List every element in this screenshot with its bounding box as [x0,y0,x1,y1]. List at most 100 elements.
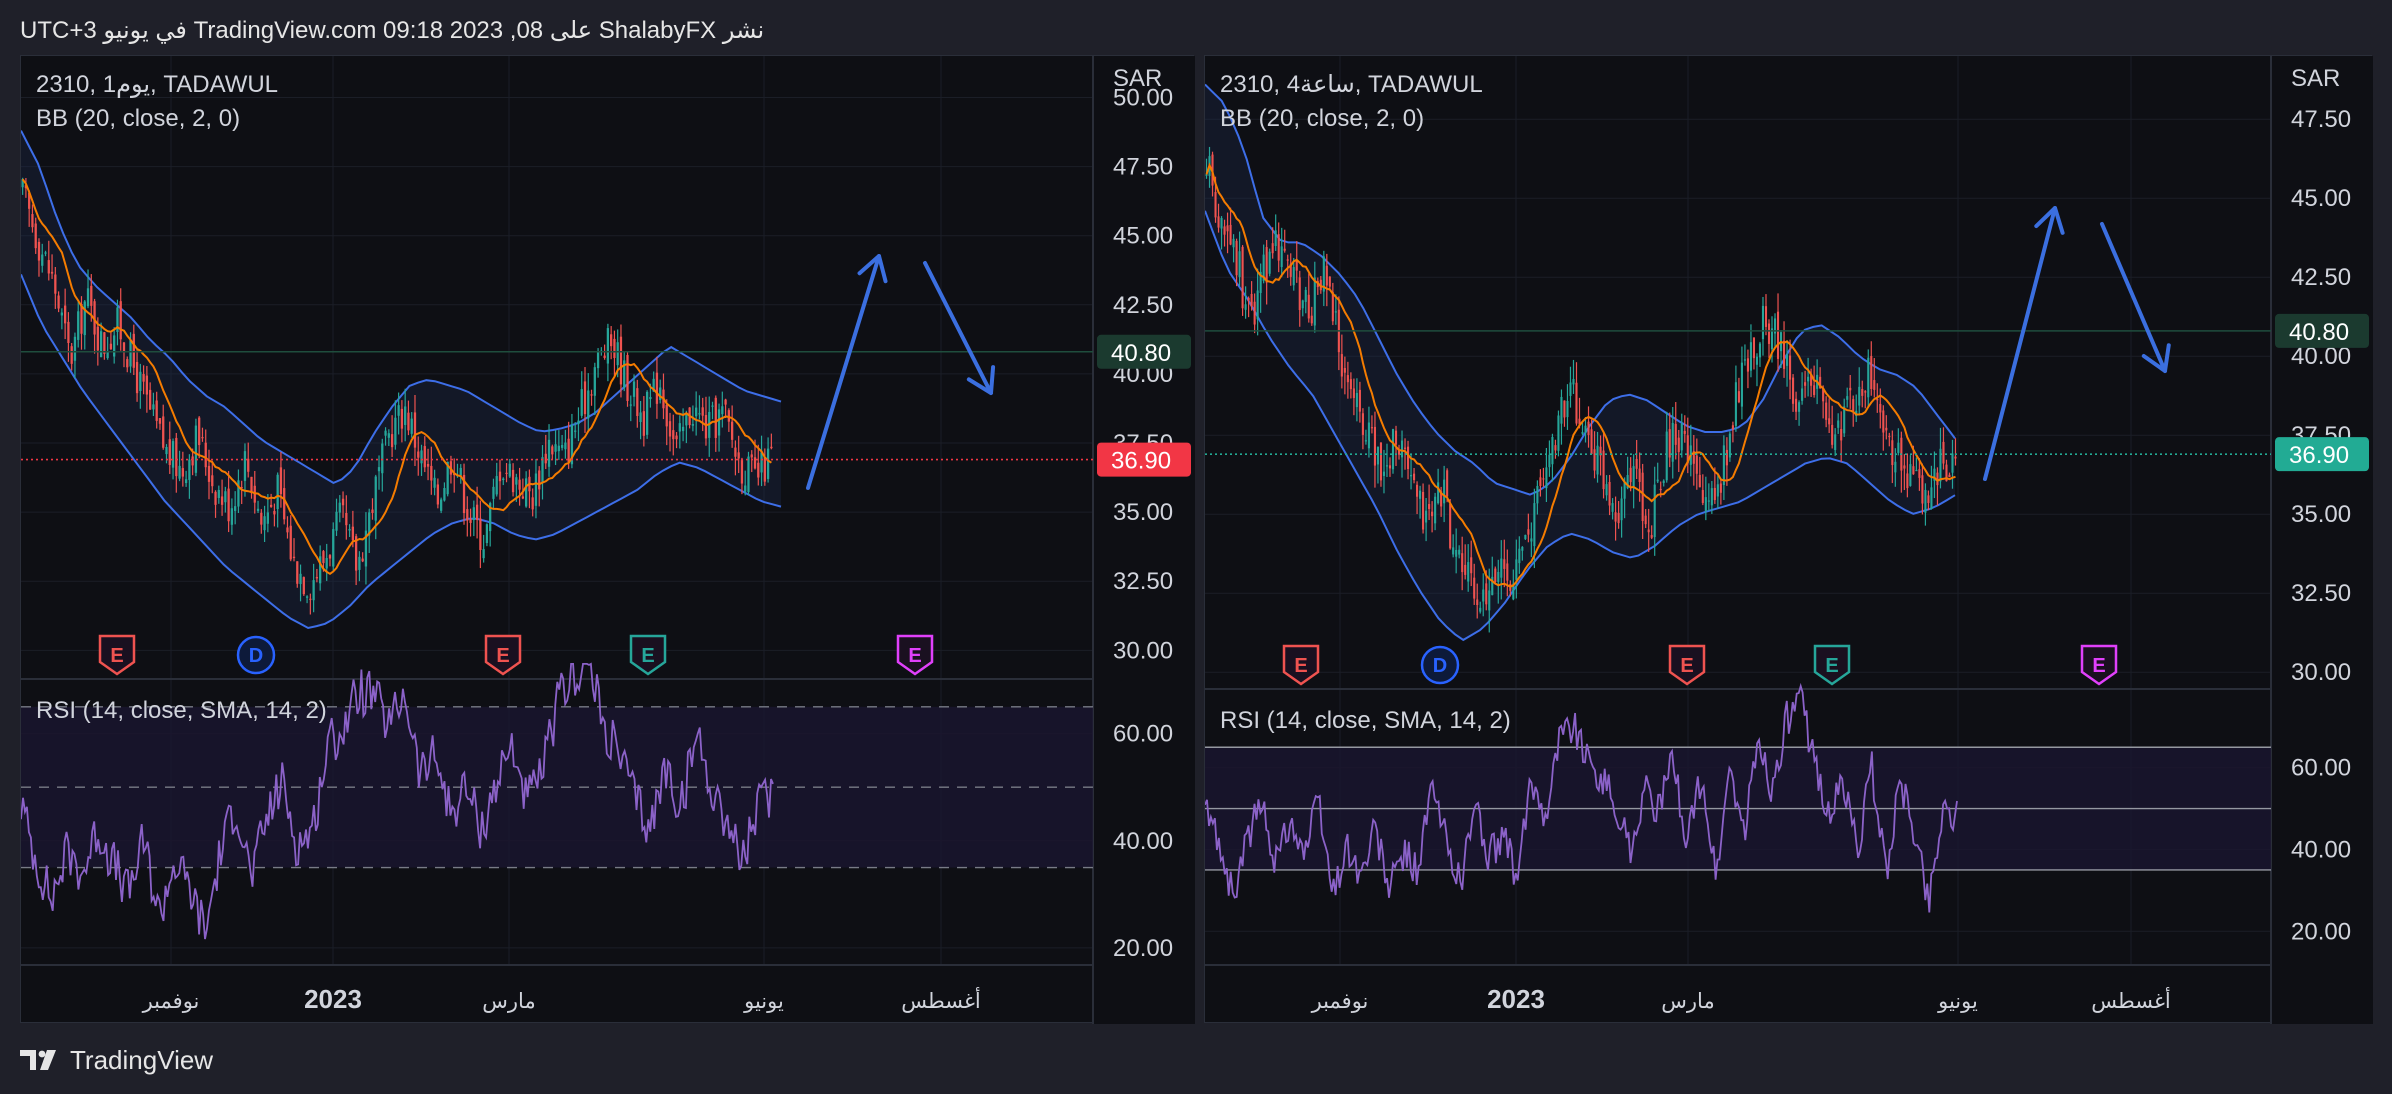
candle-body [149,389,152,410]
candle-body [341,498,345,506]
candle-body [1226,225,1229,232]
candle-body [737,452,740,459]
candle-body [1671,422,1674,462]
candle-body [224,491,227,503]
candle-body [678,423,681,432]
event-marker-letter: E [110,645,123,667]
candle-body [685,413,688,426]
candle-body [1437,482,1440,504]
candle-body [1623,481,1626,499]
chart-panel-daily[interactable]: EDEEESAR50.0047.5045.0042.5040.0037.5035… [20,55,1195,1024]
chart-panel-4h[interactable]: E D E E E SAR 47.50 45.00 42.50 40.00 37.50 35.00 32… [1204,55,2373,1024]
candle-body [103,332,106,354]
candle-body [574,430,577,432]
candle-body [596,351,600,369]
candle-body [1349,379,1352,390]
candle-body [1662,480,1665,484]
currency-label: SAR [2291,65,2340,92]
candle-body [1758,343,1762,358]
candle-body [1301,300,1304,309]
event-marker[interactable]: D [236,635,276,675]
level-price-tag [1097,334,1191,369]
event-marker[interactable]: E [484,634,522,676]
candle-body [1686,435,1689,464]
candle-body [181,468,184,477]
candle-body [1695,455,1698,474]
candle-body [1602,450,1605,490]
candle-body [577,420,580,425]
bb-fill [1205,84,1955,640]
candle-body [1692,451,1695,464]
candle-body [766,448,770,479]
candle-body [698,413,701,415]
event-marker[interactable]: D [1420,645,1460,685]
candle-body [1638,468,1641,482]
candle-body [485,524,489,544]
candle-body [426,463,430,467]
candle-body [86,288,90,307]
candle-body [508,463,511,477]
candle-body [168,439,171,465]
candle-body [83,301,86,336]
candle-body [1494,568,1497,582]
candle-body [1626,475,1629,489]
candle-body [430,465,433,481]
candle-body [1304,289,1307,302]
candle-body [1379,442,1383,481]
time-axis-label: أغسطس [901,987,981,1013]
candle-body [1563,400,1566,418]
candle-body [1587,421,1590,436]
earnings-marker-icon [1282,644,1320,686]
candle-body [1205,174,1208,176]
candle-body [1593,449,1596,471]
candle-body [348,529,351,531]
footer-brand: TradingView [70,1044,214,1075]
candle-body [1749,342,1753,371]
candle-body [397,405,400,416]
chart-daily-svg[interactable]: EDEEESAR50.0047.5045.0042.5040.0037.5035… [21,56,1195,1024]
event-marker[interactable]: E [896,634,934,676]
candle-body [250,476,253,493]
candle-body [1307,294,1310,319]
candle-body [593,367,596,396]
candle-body [1280,246,1283,268]
candle-body [1948,474,1951,478]
event-marker[interactable]: E [2080,644,2118,686]
candle-body [1500,558,1503,578]
candle-body [521,496,525,499]
candle-body [1725,449,1728,466]
candle-body [629,404,632,406]
candle-body [1253,301,1256,325]
candle-body [1722,445,1725,486]
candle-body [459,467,462,476]
candle-body [1635,458,1638,469]
event-marker[interactable]: E [98,634,136,676]
candle-body [227,488,230,522]
candle-body [1707,500,1710,502]
candle-body [34,223,37,249]
candle-body [1647,529,1650,533]
candle-body [286,527,289,533]
candle-body [1331,292,1334,322]
rsi-tick-label: 20.00 [2291,918,2351,945]
candle-body [80,303,83,334]
candle-body [734,447,737,457]
event-marker[interactable]: E [1813,644,1851,686]
candle-body [613,338,616,359]
candle-body [1428,504,1431,509]
candle-body [1807,376,1810,382]
candle-body [1298,277,1301,311]
candle-body [436,484,440,505]
candle-body [60,312,64,316]
event-marker[interactable]: E [1282,644,1320,686]
candle-body [1512,583,1515,600]
candle-body [1590,429,1593,455]
candle-body [194,425,198,473]
candle-body [1701,490,1704,503]
event-marker[interactable]: E [629,634,667,676]
chart-4h-svg[interactable]: E D E E ESAR47.5045.0042.5040.0037.5035.0032… [1205,56,2373,1024]
candle-body [1425,510,1428,523]
event-marker[interactable]: E [1668,644,1706,686]
candle-body [580,389,583,416]
candle-body [276,474,279,510]
